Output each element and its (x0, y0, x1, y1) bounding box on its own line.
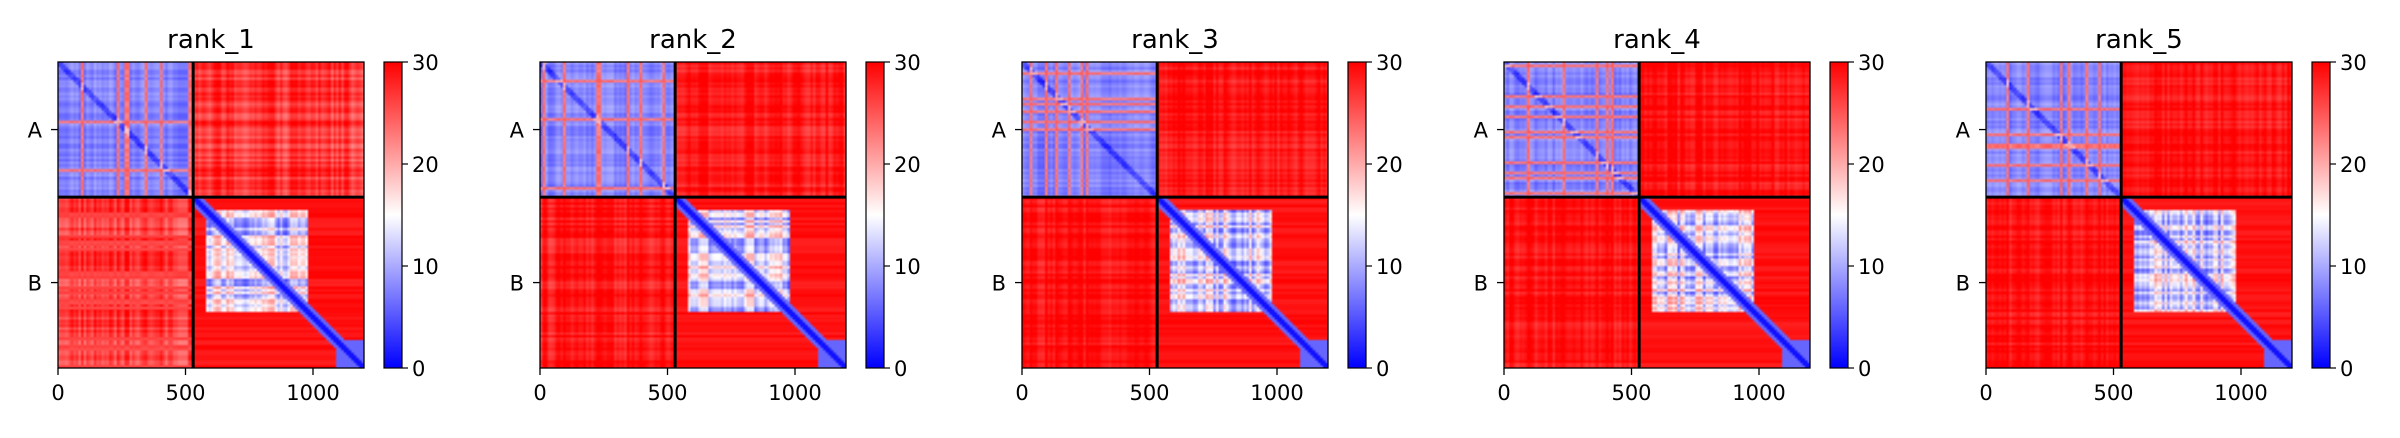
x-tick-label: 500 (647, 381, 687, 405)
colorbar-tick-label: 20 (894, 153, 921, 177)
x-tick-label: 1000 (1732, 381, 1785, 405)
x-tick-label: 500 (165, 381, 205, 405)
pae-panel-5: rank_5 0 500 1000 A B 0 10 20 30 (1956, 25, 2367, 405)
chain-label-b: B (510, 272, 524, 296)
x-tick-label: 0 (1497, 381, 1510, 405)
pae-panel-3: rank_3 0 500 1000 A B 0 10 20 30 (992, 25, 1403, 405)
pae-heatmap (1504, 62, 1810, 368)
colorbar-tick-label: 0 (894, 357, 907, 381)
x-tick-label: 0 (51, 381, 64, 405)
colorbar-tick-label: 30 (2340, 51, 2367, 75)
colorbar-tick-label: 20 (1376, 153, 1403, 177)
x-tick-label: 0 (533, 381, 546, 405)
pae-panel-1: rank_1 0 500 1000 A B 0 10 20 30 (28, 25, 439, 405)
colorbar-tick-label: 10 (1376, 255, 1403, 279)
colorbar (1829, 61, 1849, 369)
plot-frame (1985, 61, 2293, 369)
colorbar-tick-label: 20 (1858, 153, 1885, 177)
colorbar-tick-label: 30 (1376, 51, 1403, 75)
colorbar-tick-label: 0 (1858, 357, 1871, 381)
pae-heatmap (1986, 62, 2292, 368)
panel-title: rank_3 (1131, 25, 1219, 55)
colorbar-tick-label: 30 (412, 51, 439, 75)
colorbar-tick-label: 0 (2340, 357, 2353, 381)
colorbar (865, 61, 885, 369)
chain-label-b: B (1956, 272, 1970, 296)
panel-title: rank_4 (1613, 25, 1701, 55)
pae-panel-2: rank_2 0 500 1000 A B 0 10 20 30 (510, 25, 921, 405)
chain-label-a: A (1956, 119, 1971, 143)
pae-heatmap (540, 62, 846, 368)
colorbar-tick-label: 10 (1858, 255, 1885, 279)
plot-frame (1021, 61, 1329, 369)
pae-heatmap (58, 62, 364, 368)
x-tick-label: 0 (1015, 381, 1028, 405)
x-tick-label: 1000 (768, 381, 821, 405)
x-tick-label: 1000 (286, 381, 339, 405)
x-tick-label: 500 (1611, 381, 1651, 405)
x-tick-label: 0 (1979, 381, 1992, 405)
x-tick-label: 500 (1129, 381, 1169, 405)
colorbar-tick-label: 30 (1858, 51, 1885, 75)
colorbar-tick-label: 10 (2340, 255, 2367, 279)
chain-label-a: A (510, 119, 525, 143)
panel-title: rank_2 (649, 25, 737, 55)
plot-frame (539, 61, 847, 369)
colorbar-tick-label: 10 (894, 255, 921, 279)
colorbar-tick-label: 0 (412, 357, 425, 381)
pae-heatmap (1022, 62, 1328, 368)
plot-frame (1503, 61, 1811, 369)
colorbar (2311, 61, 2331, 369)
x-tick-label: 1000 (2214, 381, 2267, 405)
colorbar (1347, 61, 1367, 369)
colorbar-tick-label: 30 (894, 51, 921, 75)
x-tick-label: 1000 (1250, 381, 1303, 405)
colorbar-tick-label: 20 (2340, 153, 2367, 177)
chain-label-a: A (28, 119, 43, 143)
plot-frame (57, 61, 365, 369)
pae-panel-4: rank_4 0 500 1000 A B 0 10 20 30 (1474, 25, 1885, 405)
colorbar-tick-label: 0 (1376, 357, 1389, 381)
colorbar (383, 61, 403, 369)
chain-label-a: A (992, 119, 1007, 143)
chain-label-a: A (1474, 119, 1489, 143)
panel-title: rank_5 (2095, 25, 2183, 55)
colorbar-tick-label: 10 (412, 255, 439, 279)
chain-label-b: B (28, 272, 42, 296)
colorbar-tick-label: 20 (412, 153, 439, 177)
panel-title: rank_1 (167, 25, 255, 55)
chain-label-b: B (1474, 272, 1488, 296)
chain-label-b: B (992, 272, 1006, 296)
x-tick-label: 500 (2093, 381, 2133, 405)
